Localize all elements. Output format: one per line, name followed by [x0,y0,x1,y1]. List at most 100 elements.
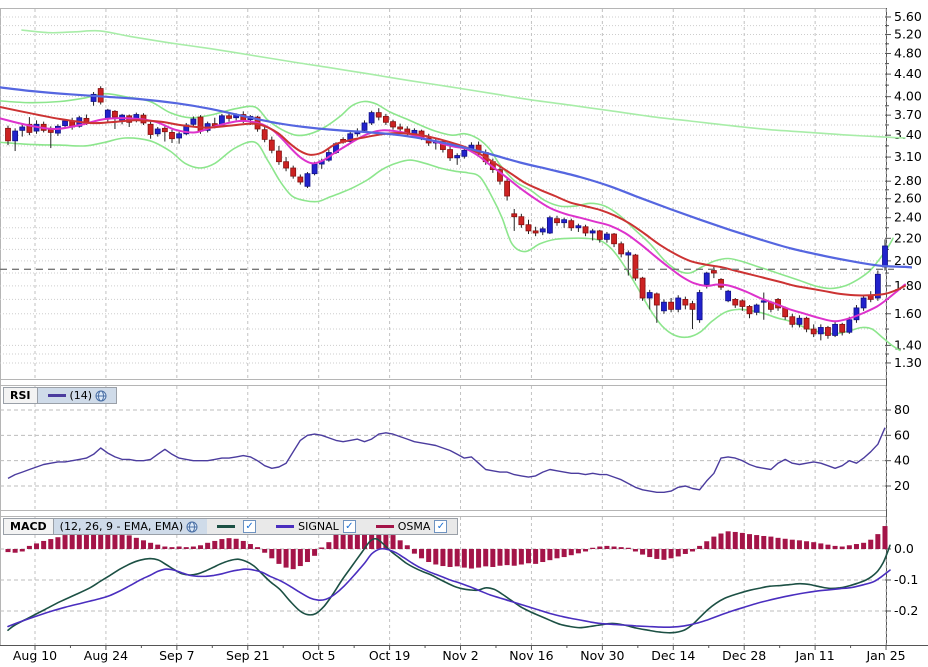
osma-bar [597,546,603,549]
candle-up [860,297,867,309]
candle-up [454,155,461,159]
axis-label: 40 [894,453,910,468]
candle-down [632,254,639,279]
candle-down [789,316,796,325]
osma-bar [304,549,310,563]
candle-down [532,230,539,234]
axis-label: 1.60 [894,306,922,321]
axis-label: Jan 11 [795,648,835,663]
candle-up [62,120,68,127]
osma-bar [818,543,824,549]
candle-up [817,327,824,335]
channel-line [21,29,906,139]
osma-bar [119,532,125,549]
osma-bar [725,531,731,549]
osma-bar [440,549,446,567]
osma-bar [26,545,32,549]
axis-label: Nov 16 [509,648,553,663]
axis-label: Nov 2 [442,648,478,663]
osma-swatch [375,525,394,528]
candle-up [190,118,197,125]
osma-bar [697,545,703,549]
osma-bar [226,538,232,549]
candle-down [283,161,289,169]
osma-bar [554,549,560,559]
axis-label: 4.00 [894,89,922,104]
rsi-indicator-header: RSI (14) [3,387,118,404]
axis-label: Dec 14 [651,648,695,663]
osma-bar [547,549,553,561]
candle-up [604,233,610,240]
osma-bar [276,549,282,564]
candle-up [12,130,19,142]
osma-bar [882,526,888,549]
axis-label: 3.70 [894,107,922,122]
candle-down [169,132,175,140]
globe-icon[interactable] [186,521,198,533]
candle-down [568,220,575,229]
price-minor-grid [0,16,886,364]
candle-down [839,323,846,333]
axis-label: 80 [894,402,910,417]
rsi-title: RSI [4,388,38,403]
osma-bar [240,540,246,549]
osma-bar [568,549,574,556]
candle-up [176,133,183,139]
candle-up [575,225,582,229]
globe-icon[interactable] [95,390,107,402]
candle-up [703,272,710,285]
candle-down [525,224,532,232]
osma-bar [640,549,646,555]
signal-line [7,547,891,629]
axis-label: Aug 10 [13,648,57,663]
osma-bar [497,549,503,566]
osma-bar [704,541,710,549]
osma-bar [533,549,539,564]
osma-bar [326,542,332,549]
macd-params-cell: (12, 26, 9 - EMA, EMA) [53,519,208,534]
blue-ma-line [0,86,912,269]
candle-down [518,216,525,226]
rsi-axis: 80 60 40 20 [885,402,910,493]
candle-up [561,219,568,224]
osma-bar [832,545,838,549]
osma-bar [811,542,817,549]
candle-down [732,298,739,306]
axis-label: 60 [894,427,910,442]
candle-down [596,230,603,240]
candle-down [297,176,304,183]
candle-up [760,300,767,303]
candle-down [504,180,511,197]
osma-bar [162,546,168,549]
date-gridlines [34,9,887,645]
osma-bar [839,546,845,549]
axis-label: -0.2 [894,603,918,618]
osma-bar [190,546,196,549]
candle-down [554,218,560,224]
candle-down [639,277,646,299]
axis-label: Jan 25 [865,648,905,663]
osma-bar [426,549,432,563]
osma-bar [689,549,695,552]
candle-down [803,317,810,330]
candle-up [546,217,553,234]
osma-bar [632,549,638,552]
osma-checkbox[interactable]: ✓ [434,520,448,533]
osma-bar [411,549,417,554]
osma-bar [404,545,410,549]
signal-checkbox[interactable]: ✓ [342,520,356,533]
osma-bar [454,549,460,567]
macd-line-checkbox[interactable]: ✓ [243,520,257,533]
price-axis: 5.60 5.20 4.80 4.40 4.00 3.70 3.40 3.10 2.80 2.60… [885,9,922,370]
axis-label: 2.20 [894,230,922,245]
osma-bar [219,539,225,549]
osma-bar [390,535,396,549]
macd-title: MACD [4,519,54,534]
osma-bar [846,545,852,549]
candle-down [26,123,33,133]
candle-up [846,319,853,333]
candle-down [397,126,404,130]
candle-up [853,307,860,321]
osma-bar [518,549,524,565]
osma-bar [255,547,261,549]
